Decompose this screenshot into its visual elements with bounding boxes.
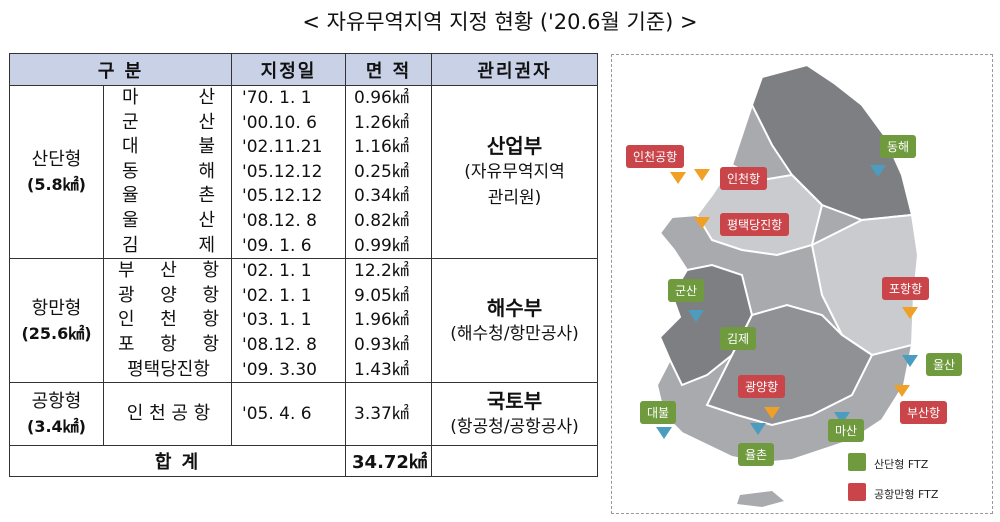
jeju-island [737, 491, 784, 507]
zone-areas: 3.37㎢ [345, 382, 433, 446]
map-label-gunsan: 군산 [668, 279, 705, 302]
page-title: < 자유무역지역 지정 현황 ('20.6월 기준) > [302, 10, 698, 34]
marker-busan [894, 385, 910, 397]
region-southeast [810, 213, 920, 357]
marker-incheon-airport [670, 172, 686, 184]
ftz-markers [656, 165, 918, 439]
marker-gunsan [688, 310, 704, 322]
group-name: 산단형 [31, 149, 82, 171]
group-port-label: 항만형 (25.6㎢) [9, 258, 104, 383]
legend-green-swatch [848, 453, 866, 471]
list-item: 인 천 공 항 [126, 402, 211, 424]
map-label-gwangyang: 광양항 [738, 375, 786, 398]
map-label-masan: 마산 [828, 419, 865, 442]
group-industrial-label: 산단형 (5.8㎢) [9, 84, 104, 259]
map-label-daebul: 대불 [640, 401, 677, 424]
total-area: 34.72㎢ [345, 445, 433, 478]
header-date: 지정일 [231, 53, 347, 86]
map-label-ulsan: 울산 [926, 353, 963, 376]
map-label-gimje: 김제 [720, 327, 757, 350]
map-label-pohang: 포항항 [882, 277, 930, 300]
total-label: 합 계 [8, 445, 347, 478]
marker-ulsan [902, 355, 918, 367]
map-label-busan: 부산항 [900, 401, 948, 424]
legend-red-label: 공항만형 FTZ [874, 488, 939, 501]
list-item: 평택당진항 [127, 358, 210, 380]
zone-areas: 12.2㎢ 9.05㎢ 1.96㎢ 0.93㎢ 1.43㎢ [345, 258, 433, 383]
manager-airport: 국토부 (항공청/공항공사) [431, 382, 599, 446]
map-label-incheon-port: 인천항 [720, 167, 768, 190]
legend-red-swatch [848, 483, 866, 501]
total-row: 합 계 34.72㎢ [8, 445, 599, 478]
group-airport-label: 공항형 (3.4㎢) [9, 382, 104, 446]
designation-dates: '70. 1. 1'00.10. 6'02.11.21 '05.12.12'05… [231, 84, 347, 259]
marker-masan [834, 412, 850, 424]
manager-port: 해수부 (해수청/항만공사) [431, 258, 599, 383]
marker-daebul [656, 427, 672, 439]
map-label-pyeongtaek: 평택당진항 [720, 213, 790, 236]
marker-incheon-port [694, 169, 710, 181]
zone-names: 인 천 공 항 [102, 382, 233, 446]
marker-gwangyang [764, 407, 780, 419]
total-empty [431, 445, 599, 478]
marker-pyeongtaek [694, 217, 710, 229]
marker-yulchon [750, 423, 766, 435]
legend-green-label: 산단형 FTZ [874, 458, 929, 471]
header-area: 면 적 [345, 53, 433, 86]
marker-donghae [870, 165, 886, 177]
designation-dates: '02. 1. 1'02. 1. 1'03. 1. 1 '08.12. 8'09… [231, 258, 347, 383]
zone-areas: 0.96㎢ 1.26㎢ 1.16㎢ 0.25㎢ 0.34㎢ 0.82㎢ 0.99㎢ [345, 84, 433, 259]
map-label-incheon-airport: 인천공항 [626, 145, 685, 168]
group-area: (5.8㎢) [27, 175, 86, 195]
map-label-donghae: 동해 [880, 135, 917, 158]
header-manager: 관리권자 [431, 53, 599, 86]
manager-industrial: 산업부 (자유무역지역 관리원) [431, 84, 599, 259]
header-category: 구 분 [8, 53, 233, 86]
ftz-map: 인천공항 인천항 평택당진항 동해 군산 김제 포항항 울산 광양항 부산항 대… [611, 54, 993, 514]
designation-dates: '05. 4. 6 [231, 382, 347, 446]
group-airport: 공항형 (3.4㎢) 인 천 공 항 '05. 4. 6 3.37㎢ 국토부 (… [9, 382, 599, 446]
marker-pohang [902, 307, 918, 319]
map-label-yulchon: 율촌 [738, 443, 775, 466]
table-header-row: 구 분 지정일 면 적 관리권자 [8, 53, 599, 86]
